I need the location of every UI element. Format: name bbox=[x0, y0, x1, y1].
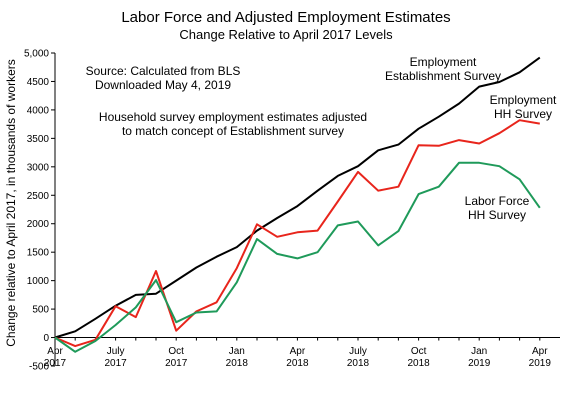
annotation-line: HH Survey bbox=[494, 107, 552, 121]
axes: -500 0 500 1000 1500 2000 2500 3000 3500 4000 4500… bbox=[24, 49, 560, 373]
x-tick-label-month: July bbox=[107, 346, 125, 357]
y-tick-label: 5,000 bbox=[24, 49, 49, 60]
x-tick-label-month: Jan bbox=[471, 346, 487, 357]
series-line-employment-establishment-survey bbox=[54, 56, 541, 339]
annotation-line: Labor Force bbox=[465, 194, 530, 208]
x-tick-label-year: 2018 bbox=[226, 358, 249, 369]
x-tick-label-month: July bbox=[349, 346, 367, 357]
y-tick-label: 0 bbox=[43, 333, 49, 344]
series-lines bbox=[54, 56, 541, 353]
y-tick-label: 2000 bbox=[27, 219, 50, 230]
x-tick-label-month: Apr bbox=[532, 346, 548, 357]
y-tick-label: 4500 bbox=[27, 77, 50, 88]
y-tick-label: 1500 bbox=[27, 248, 50, 259]
x-tick-label-year: 2017 bbox=[104, 358, 127, 369]
chart-title: Labor Force and Adjusted Employment Esti… bbox=[121, 9, 450, 26]
series-line-employment-hh-survey bbox=[54, 119, 540, 348]
annotation-line: Establishment Survey bbox=[385, 69, 501, 83]
series-line-labor-force-hh-survey bbox=[54, 161, 541, 353]
y-tick-label: -500 bbox=[29, 362, 49, 373]
x-tick-label-year: 2018 bbox=[407, 358, 430, 369]
x-tick-label-year: 2018 bbox=[347, 358, 370, 369]
annotation-line: Household survey employment estimates ad… bbox=[99, 110, 367, 124]
x-tick-label-year: 2018 bbox=[286, 358, 309, 369]
y-tick-label: 1000 bbox=[27, 276, 50, 287]
x-tick-label-year: 2019 bbox=[468, 358, 491, 369]
x-tick-label-year: 2017 bbox=[44, 358, 67, 369]
y-tick-label: 500 bbox=[32, 305, 49, 316]
y-tick-label: 2500 bbox=[27, 191, 50, 202]
annotation-line: HH Survey bbox=[468, 208, 526, 222]
annotation-line: Downloaded May 4, 2019 bbox=[95, 78, 231, 92]
x-tick-label-month: Oct bbox=[411, 346, 427, 357]
x-tick-label-year: 2019 bbox=[529, 358, 552, 369]
x-tick-label-year: 2017 bbox=[165, 358, 188, 369]
annotation-line: Source: Calculated from BLS bbox=[86, 64, 241, 78]
chart-subtitle: Change Relative to April 2017 Levels bbox=[179, 27, 393, 42]
x-tick-label-month: Apr bbox=[290, 346, 306, 357]
y-tick-label: 3000 bbox=[27, 162, 50, 173]
annotation-line: Employment bbox=[490, 93, 557, 107]
y-tick-label: 3500 bbox=[27, 134, 50, 145]
x-tick-label-month: Jan bbox=[229, 346, 245, 357]
y-tick-label: 4000 bbox=[27, 105, 50, 116]
annotation-line: Employment bbox=[410, 55, 477, 69]
annotation-line: to match concept of Establishment survey bbox=[122, 124, 344, 138]
x-tick-label-month: Oct bbox=[168, 346, 184, 357]
x-tick-label-month: Apr bbox=[47, 346, 63, 357]
y-axis-label: Change relative to April 2017, in thousa… bbox=[4, 59, 18, 347]
annotation-note: Household survey employment estimates ad… bbox=[99, 110, 367, 138]
